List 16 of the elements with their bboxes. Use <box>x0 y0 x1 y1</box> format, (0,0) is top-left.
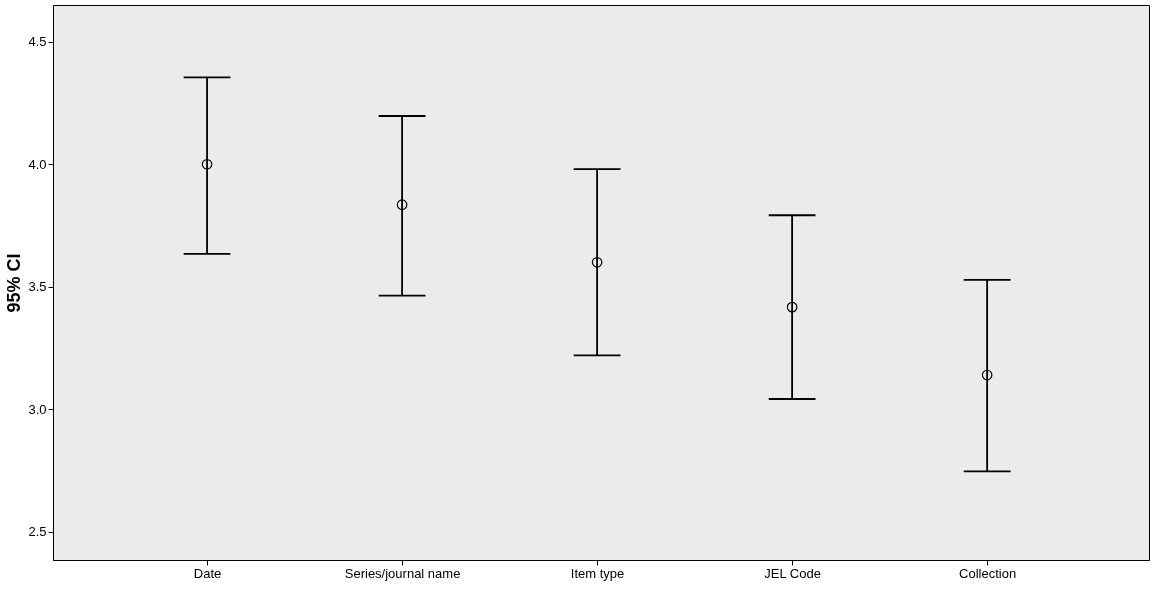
y-tick-label: 4.0 <box>28 156 47 172</box>
x-tick-label: Collection <box>959 565 1017 581</box>
point <box>591 256 603 268</box>
y-tick-label: 4.5 <box>28 34 47 50</box>
point <box>981 369 993 381</box>
x-tick-label: Series/journal name <box>344 565 461 581</box>
x-tick-label: Date <box>193 565 222 581</box>
y-axis-title: 95% CI <box>4 253 25 313</box>
x-tick-label: Item type <box>570 565 625 581</box>
point <box>201 158 213 170</box>
x-tick-label: JEL Code <box>764 565 821 581</box>
y-tick-label: 3.0 <box>28 401 47 417</box>
y-tick-label: 2.5 <box>28 524 47 540</box>
point <box>396 199 408 211</box>
y-tick-label: 3.5 <box>28 279 47 295</box>
point <box>786 301 798 313</box>
